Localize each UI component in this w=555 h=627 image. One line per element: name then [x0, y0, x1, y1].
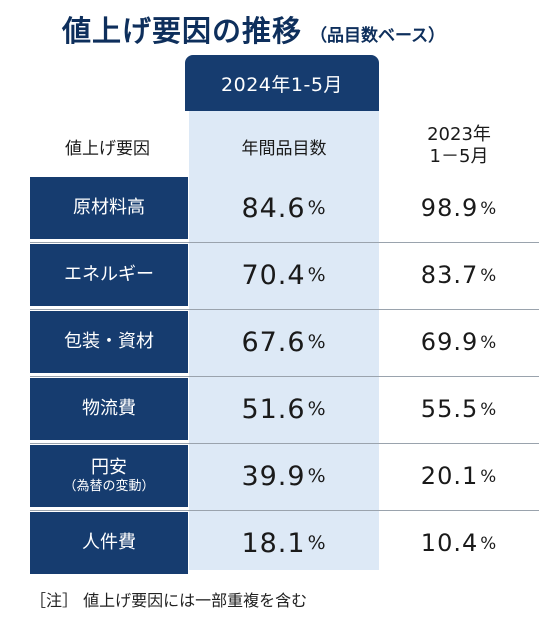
table-row: 包装・資材 67.6% 69.9% [30, 311, 539, 373]
row-divider [30, 443, 539, 444]
value-2024-number: 51.6 [241, 393, 306, 425]
factor-name: 原材料高 [73, 197, 145, 218]
row-divider [30, 376, 539, 377]
value-2023-number: 55.5 [420, 395, 479, 423]
percent-unit: % [480, 265, 498, 285]
value-2023-number: 69.9 [420, 328, 479, 356]
factor-note: （為替の変動） [63, 479, 155, 494]
row-divider [30, 510, 539, 511]
percent-unit: % [480, 399, 498, 419]
title-subtitle: （品目数ベース） [310, 26, 446, 46]
period-2023-year: 2023年 [427, 124, 491, 145]
period-2024-header: 2024年1-5月 [185, 55, 379, 111]
factor-label: エネルギー [30, 244, 188, 306]
value-2024: 39.9% [189, 445, 379, 507]
percent-unit: % [307, 197, 327, 219]
value-2023-number: 83.7 [420, 261, 479, 289]
factor-label: 包装・資材 [30, 311, 188, 373]
value-2023-number: 98.9 [420, 194, 479, 222]
value-2024-number: 84.6 [241, 192, 306, 224]
percent-unit: % [307, 532, 327, 554]
value-2023: 98.9% [379, 177, 539, 239]
percent-unit: % [480, 533, 498, 553]
percent-unit: % [480, 332, 498, 352]
percent-unit: % [480, 198, 498, 218]
value-2023-number: 10.4 [420, 529, 479, 557]
value-2024: 51.6% [189, 378, 379, 440]
value-2023: 69.9% [379, 311, 539, 373]
footnote: ［注］ 値上げ要因には一部重複を含む [30, 591, 308, 610]
value-2024: 67.6% [189, 311, 379, 373]
value-2024-number: 70.4 [241, 259, 306, 291]
percent-unit: % [307, 331, 327, 353]
value-2024: 84.6% [189, 177, 379, 239]
factor-column-header: 値上げ要因 [65, 138, 150, 159]
value-2024: 70.4% [189, 244, 379, 306]
value-2023: 83.7% [379, 244, 539, 306]
factor-label: 人件費 [30, 512, 188, 574]
table-row: 原材料高 84.6% 98.9% [30, 177, 539, 239]
row-divider [30, 309, 539, 310]
factor-name: エネルギー [64, 264, 154, 285]
percent-unit: % [480, 466, 498, 486]
value-2024-number: 39.9 [241, 460, 306, 492]
value-2023: 10.4% [379, 512, 539, 574]
percent-unit: % [307, 264, 327, 286]
row-divider [30, 242, 539, 243]
title-main: 値上げ要因の推移 [62, 14, 303, 48]
percent-unit: % [307, 465, 327, 487]
factor-name: 人件費 [82, 532, 136, 553]
highlight-column [189, 110, 379, 570]
value-2023: 20.1% [379, 445, 539, 507]
value-2023: 55.5% [379, 378, 539, 440]
items-column-header: 年間品目数 [241, 138, 327, 159]
percent-unit: % [307, 398, 327, 420]
factor-name: 包装・資材 [64, 331, 154, 352]
table-row: 物流費 51.6% 55.5% [30, 378, 539, 440]
period-2023-header: 2023年 1－5月 [379, 113, 539, 179]
factor-label: 原材料高 [30, 177, 188, 239]
table-row: 人件費 18.1% 10.4% [30, 512, 539, 574]
value-2023-number: 20.1 [420, 462, 479, 490]
factor-name: 物流費 [82, 398, 136, 419]
value-2024-number: 67.6 [241, 326, 306, 358]
factor-name: 円安 [91, 457, 127, 478]
page-title: 値上げ要因の推移 （品目数ベース） [62, 8, 445, 52]
factor-label: 物流費 [30, 378, 188, 440]
factor-label: 円安 （為替の変動） [30, 445, 188, 507]
period-2023-months: 1－5月 [429, 146, 489, 167]
table-row: 円安 （為替の変動） 39.9% 20.1% [30, 445, 539, 507]
table-row: エネルギー 70.4% 83.7% [30, 244, 539, 306]
value-2024-number: 18.1 [241, 527, 306, 559]
value-2024: 18.1% [189, 512, 379, 574]
